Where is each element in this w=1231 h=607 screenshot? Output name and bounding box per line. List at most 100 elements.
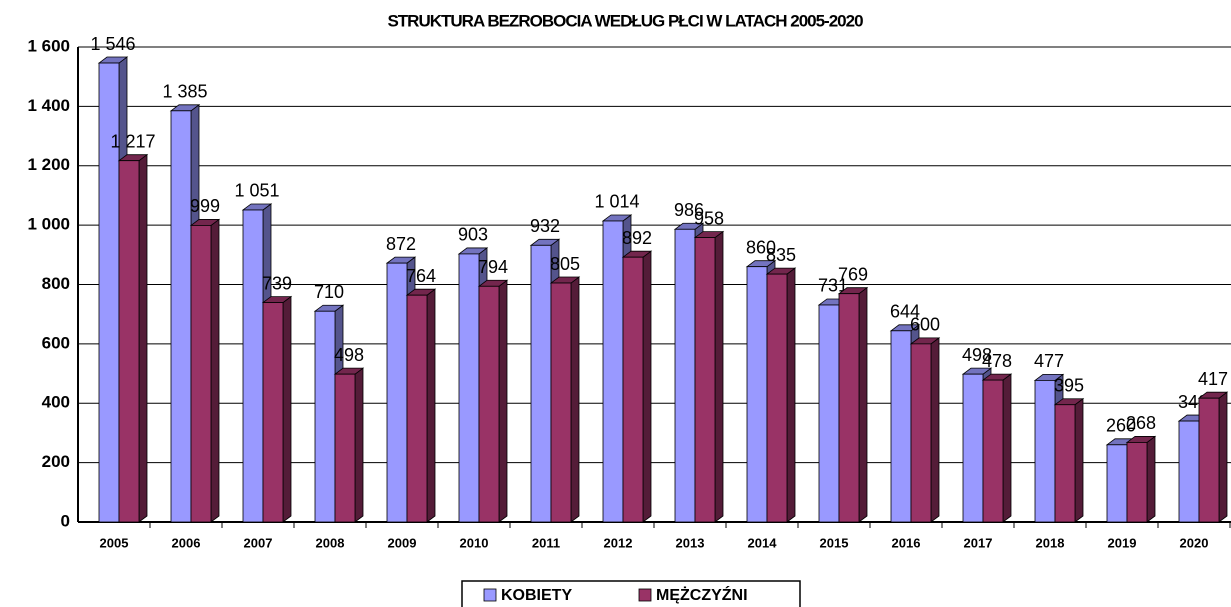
- bar: [117, 153, 149, 523]
- bar: [765, 267, 797, 523]
- bar-side: [786, 267, 796, 523]
- bar-front: [982, 379, 1004, 523]
- bar: [837, 286, 869, 523]
- x-tick-label: 2005: [100, 535, 129, 550]
- value-label: 958: [694, 208, 724, 228]
- value-label: 498: [962, 345, 992, 365]
- y-tick-label: 1 200: [27, 155, 70, 174]
- x-tick-label: 2006: [172, 535, 201, 550]
- bar-front: [550, 282, 572, 523]
- bar-front: [746, 266, 768, 523]
- value-label: 710: [314, 282, 344, 302]
- value-label: 395: [1054, 375, 1084, 395]
- bar-front: [694, 237, 716, 523]
- y-tick-label: 200: [42, 452, 70, 471]
- bar-front: [386, 262, 408, 523]
- x-tick-label: 2008: [316, 535, 345, 550]
- legend-box: [461, 580, 801, 607]
- value-label: 731: [818, 276, 848, 296]
- bar-front: [622, 256, 644, 523]
- bar-side: [282, 295, 292, 523]
- x-tick-label: 2017: [964, 535, 993, 550]
- legend-label: MĘŻCZYŹNI: [656, 585, 748, 604]
- value-label: 1 051: [234, 181, 279, 201]
- value-label: 794: [478, 257, 508, 277]
- bar: [909, 337, 941, 523]
- bar-side: [570, 276, 580, 523]
- bar: [333, 367, 365, 523]
- value-label: 478: [982, 351, 1012, 371]
- y-tick-label: 600: [42, 333, 70, 352]
- value-label: 600: [910, 315, 940, 335]
- bar-front: [766, 273, 788, 523]
- bar: [189, 218, 221, 523]
- x-tick-label: 2011: [532, 535, 560, 550]
- legend-label: KOBIETY: [501, 587, 572, 604]
- bar-front: [1198, 397, 1220, 523]
- bar: [1197, 391, 1229, 523]
- y-tick-label: 1 000: [27, 215, 70, 234]
- bar-front: [406, 294, 428, 523]
- bar-front: [1054, 404, 1076, 523]
- value-label: 999: [190, 196, 220, 216]
- value-label: 835: [766, 245, 796, 265]
- x-tick-label: 2010: [460, 535, 489, 550]
- x-tick-label: 2018: [1036, 535, 1065, 550]
- value-label: 498: [334, 345, 364, 365]
- x-tick-label: 2014: [748, 535, 778, 550]
- bar: [405, 288, 437, 523]
- value-label: 644: [890, 302, 920, 322]
- chart-title: STRUKTURA BEZROBOCIA WEDŁUG PŁCI W LATAC…: [387, 11, 863, 30]
- bar-side: [498, 279, 508, 523]
- bar-side: [426, 288, 436, 523]
- x-tick-label: 2020: [1180, 535, 1209, 550]
- bar-front: [1126, 442, 1148, 523]
- bar: [621, 250, 653, 523]
- value-label: 1 385: [162, 82, 207, 102]
- value-label: 860: [746, 237, 776, 257]
- bar-front: [910, 343, 932, 523]
- bar: [693, 230, 725, 523]
- y-tick-label: 400: [42, 393, 70, 412]
- x-tick-label: 2012: [604, 535, 633, 550]
- y-tick-label: 1 400: [27, 96, 70, 115]
- value-label: 892: [622, 228, 652, 248]
- bar-front: [1178, 420, 1200, 523]
- bar-front: [170, 110, 192, 523]
- bar-side: [714, 230, 724, 523]
- value-label: 932: [530, 216, 560, 236]
- bar-front: [674, 228, 696, 523]
- bar-side: [354, 367, 364, 523]
- bar-front: [262, 302, 284, 523]
- bar: [1125, 435, 1157, 523]
- x-tick-label: 2019: [1108, 535, 1137, 550]
- x-tick-label: 2009: [388, 535, 417, 550]
- bar: [1053, 397, 1085, 523]
- bar-front: [458, 253, 480, 523]
- bar-side: [1218, 391, 1228, 523]
- bar-side: [138, 153, 148, 523]
- bar-front: [478, 285, 500, 523]
- bar: [549, 276, 581, 523]
- value-label: 477: [1034, 351, 1064, 371]
- value-label: 986: [674, 200, 704, 220]
- bar-front: [890, 330, 912, 523]
- bar-side: [210, 218, 220, 523]
- bar-front: [962, 373, 984, 523]
- bar: [477, 279, 509, 523]
- bar-front: [242, 209, 264, 523]
- bar-side: [858, 286, 868, 523]
- value-label: 739: [262, 273, 292, 293]
- y-tick-label: 800: [42, 274, 70, 293]
- bar-front: [1106, 444, 1128, 523]
- bar-side: [930, 337, 940, 523]
- bar-front: [118, 160, 140, 523]
- legend-swatch: [483, 588, 497, 602]
- bar-front: [190, 225, 212, 523]
- value-label: 903: [458, 225, 488, 245]
- bar-front: [1034, 379, 1056, 523]
- value-label: 268: [1126, 413, 1156, 433]
- value-label: 769: [838, 264, 868, 284]
- bar-front: [818, 304, 840, 523]
